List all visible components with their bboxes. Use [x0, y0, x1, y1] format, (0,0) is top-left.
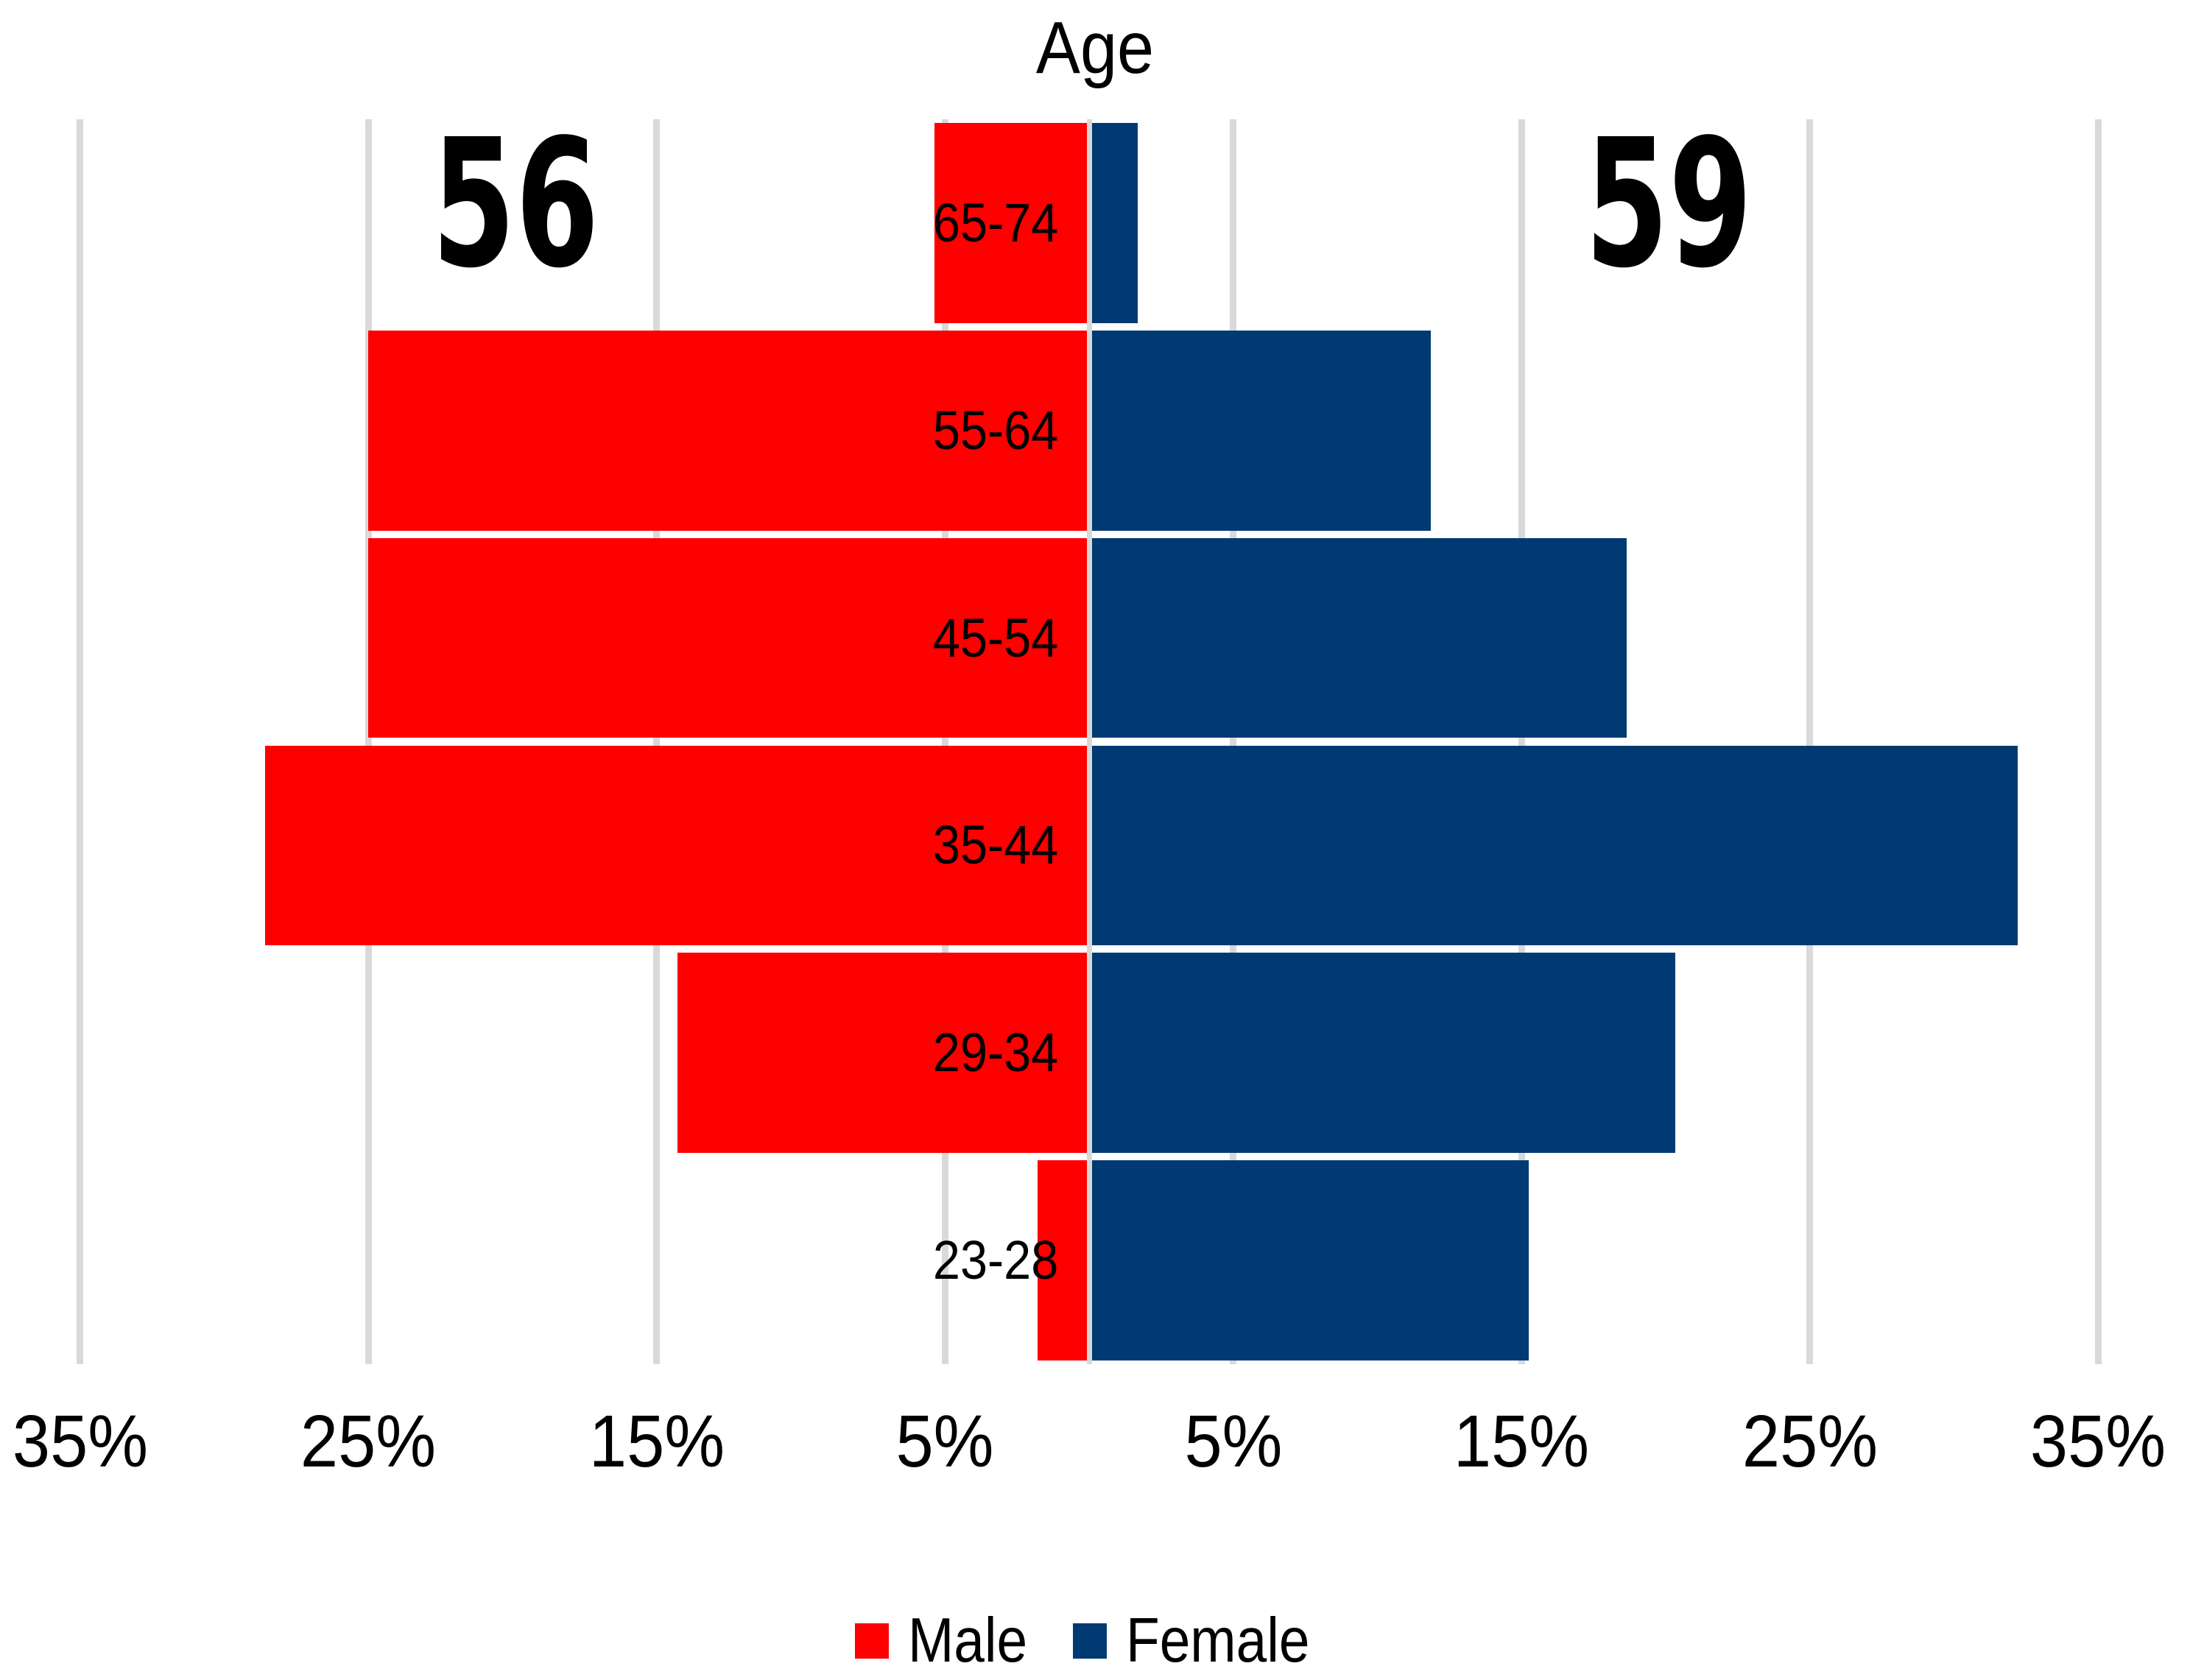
legend: Male Female [0, 1609, 2190, 1672]
x-tick-label: 25% [1742, 1400, 1878, 1483]
female-bar-65-74 [1089, 123, 1138, 323]
category-label-45-54: 45-54 [932, 607, 1058, 668]
x-tick-label: 35% [2030, 1400, 2166, 1483]
female-total-count: 59 [1585, 101, 1753, 307]
gridline [1230, 119, 1237, 1364]
female-bar-23-28 [1089, 1160, 1529, 1360]
male-legend-label: Male [908, 1606, 1028, 1676]
male-bar-35-44 [265, 745, 1089, 946]
category-label-35-44: 35-44 [932, 814, 1058, 876]
gridline [1806, 119, 1814, 1364]
female-bar-35-44 [1089, 745, 2018, 946]
gridline [77, 119, 84, 1364]
gridline [941, 119, 948, 1364]
female-legend-swatch-icon [1073, 1623, 1108, 1659]
male-legend-swatch-icon [855, 1623, 890, 1659]
category-label-29-34: 29-34 [932, 1022, 1058, 1084]
gridline [2094, 119, 2102, 1364]
female-bar-55-64 [1089, 330, 1432, 531]
gridline [653, 119, 661, 1364]
male-total-count: 56 [432, 101, 599, 307]
x-tick-label: 15% [1454, 1400, 1590, 1483]
chart-title: Age [1035, 7, 1155, 89]
legend-item-male: Male [855, 1609, 1043, 1672]
category-label-55-64: 55-64 [932, 399, 1058, 461]
x-tick-label: 5% [895, 1400, 994, 1483]
category-label-23-28: 23-28 [932, 1229, 1058, 1291]
male-bar-29-34 [677, 953, 1089, 1154]
x-tick-label: 5% [1184, 1400, 1283, 1483]
category-label-65-74: 65-74 [932, 191, 1058, 253]
gridline [365, 119, 372, 1364]
female-bar-29-34 [1089, 953, 1676, 1154]
male-bar-23-28 [1037, 1160, 1089, 1360]
female-bar-45-54 [1089, 537, 1627, 738]
male-bar-45-54 [368, 537, 1089, 738]
female-legend-label: Female [1126, 1606, 1310, 1676]
x-tick-label: 15% [588, 1400, 725, 1483]
x-tick-label: 25% [300, 1400, 437, 1483]
male-bar-55-64 [368, 330, 1089, 531]
center-axis-line [1086, 119, 1092, 1364]
legend-item-female: Female [1073, 1609, 1334, 1672]
gridline [1518, 119, 1525, 1364]
male-bar-65-74 [934, 123, 1089, 323]
x-tick-label: 35% [12, 1400, 148, 1483]
